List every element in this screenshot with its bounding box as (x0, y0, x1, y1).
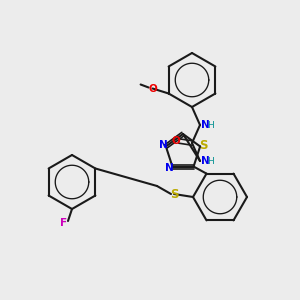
Text: S: S (199, 139, 207, 152)
Text: N: N (158, 140, 167, 150)
Text: N: N (200, 120, 209, 130)
Text: O: O (172, 136, 180, 146)
Text: N: N (165, 163, 174, 172)
Text: S: S (170, 188, 178, 200)
Text: N: N (200, 156, 209, 166)
Text: H: H (207, 121, 214, 130)
Text: F: F (60, 218, 68, 228)
Text: O: O (148, 83, 157, 94)
Text: H: H (207, 157, 214, 166)
